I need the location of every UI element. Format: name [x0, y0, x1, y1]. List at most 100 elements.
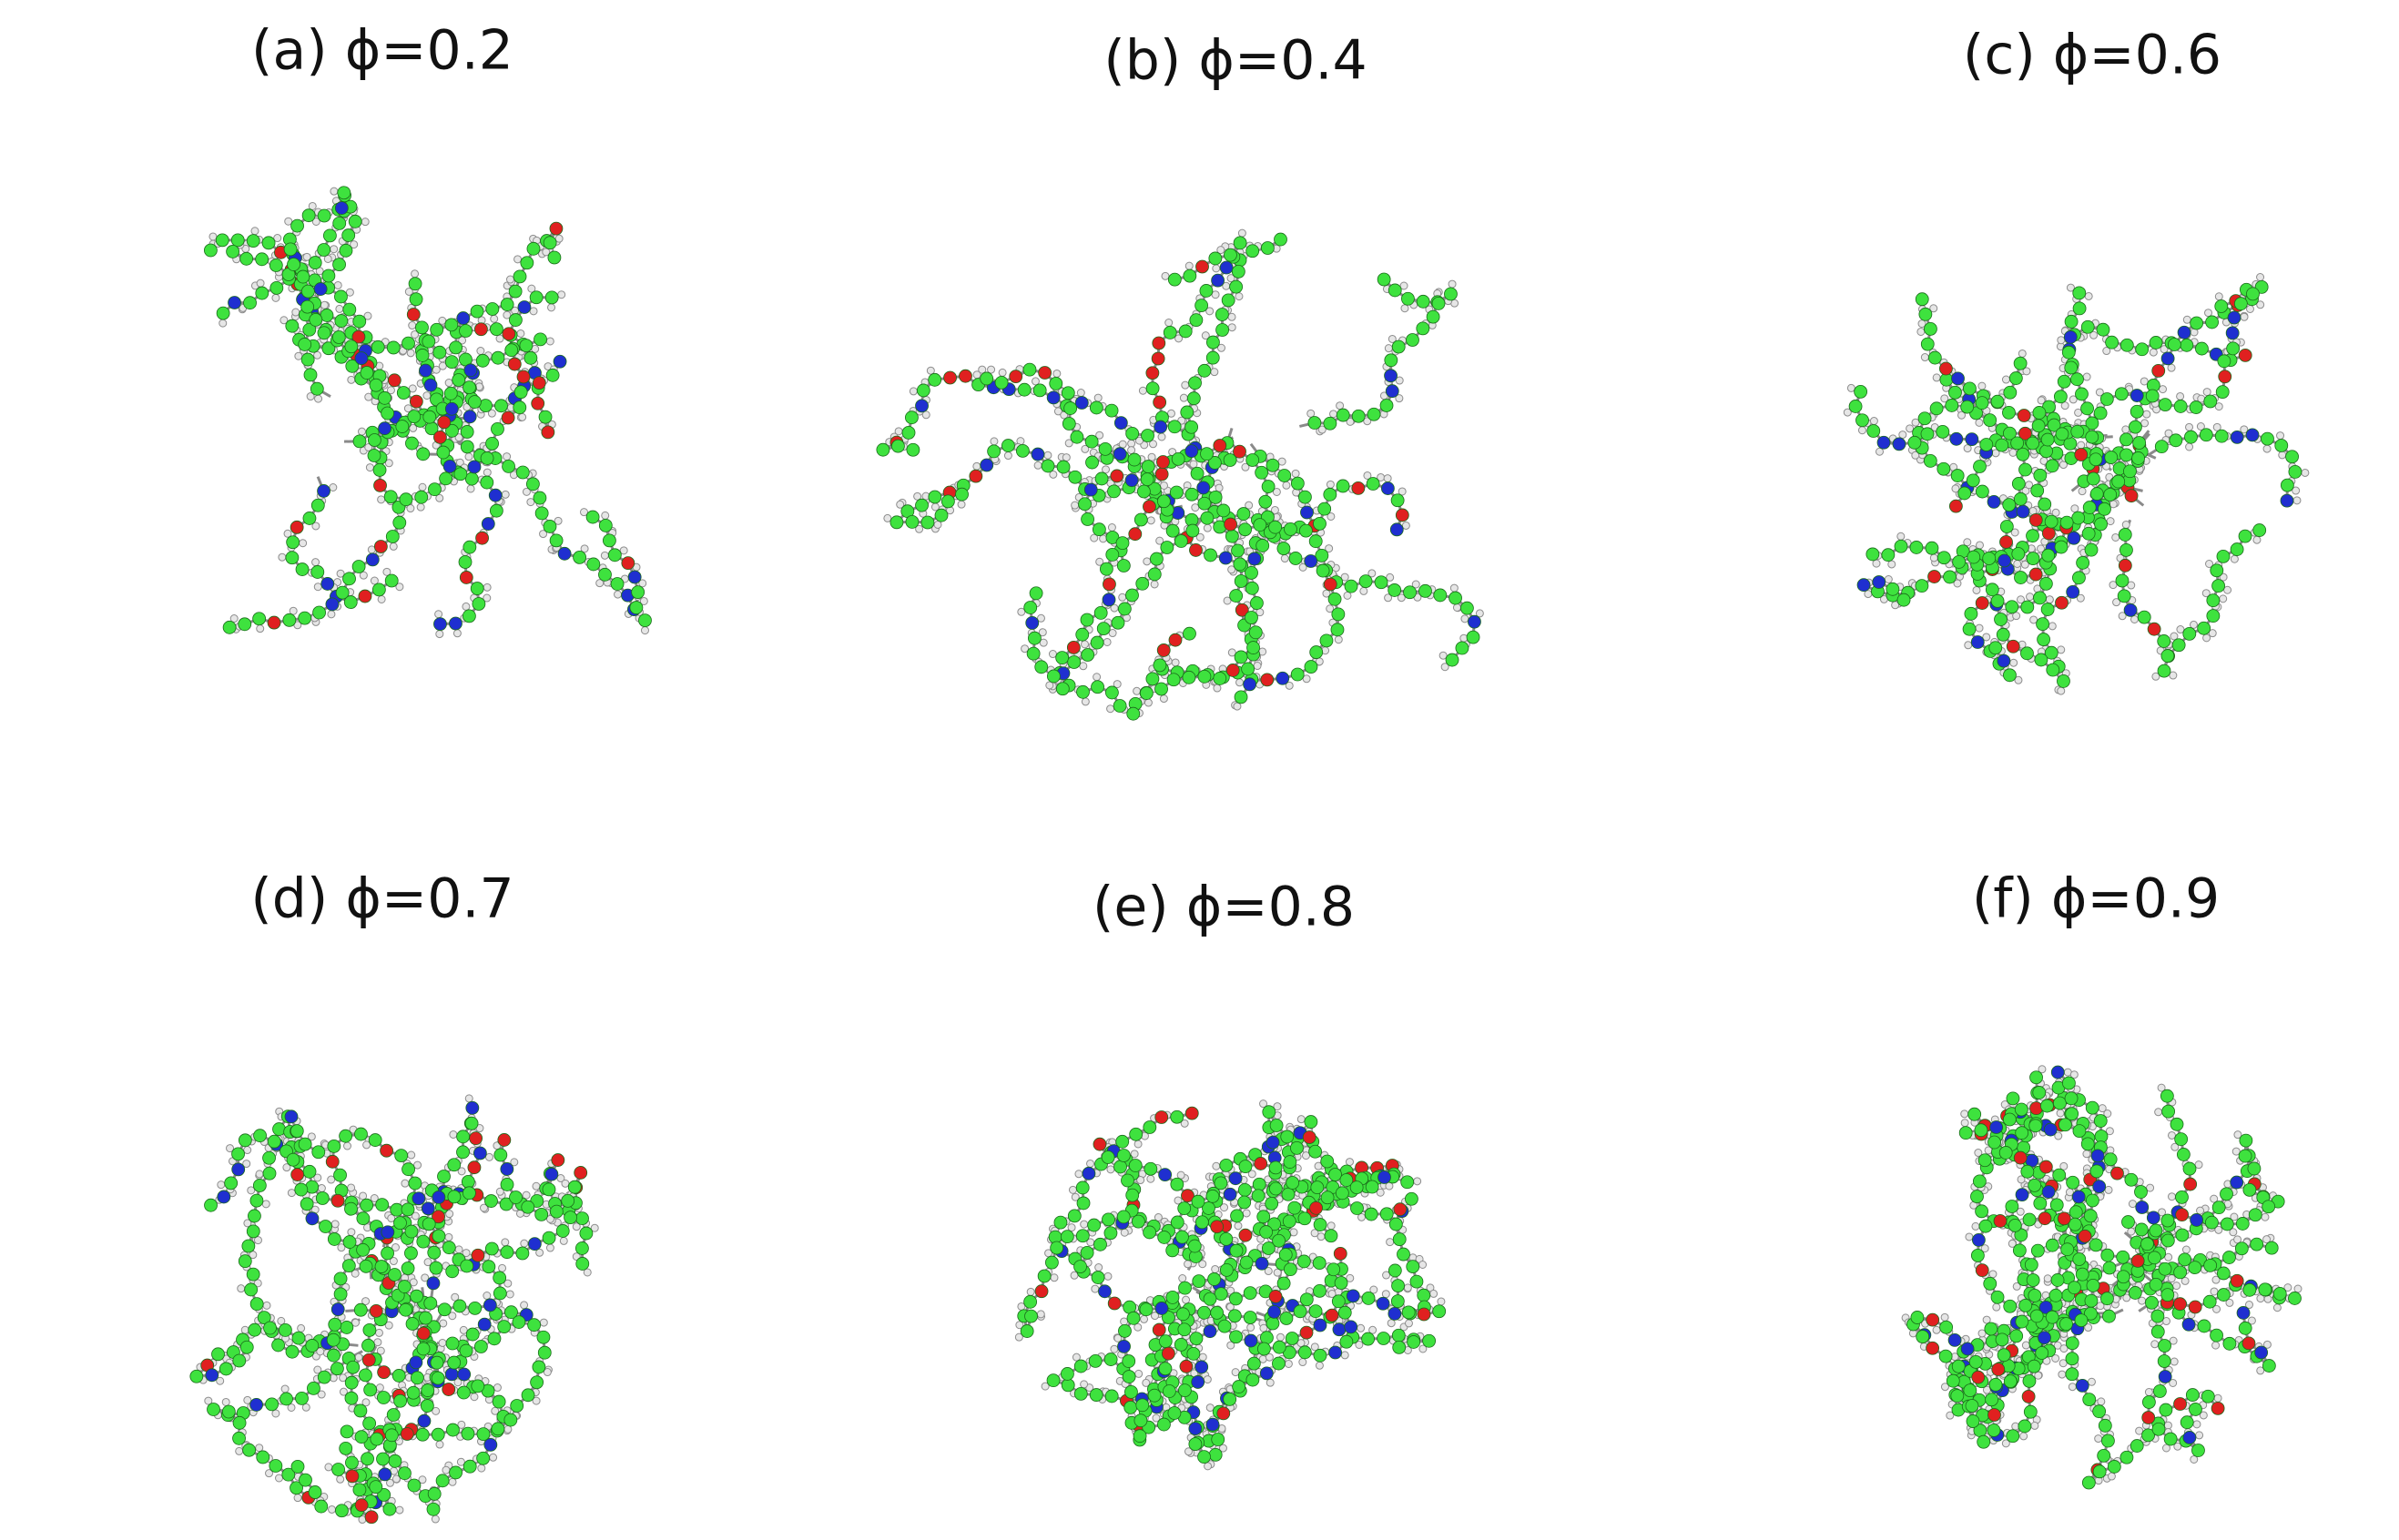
hydrogen-atom	[323, 254, 332, 263]
atom	[1066, 640, 1081, 654]
hydrogen-atom	[1164, 319, 1174, 328]
atom	[1996, 627, 2010, 642]
hydrogen-atom	[2084, 291, 2093, 300]
atom	[2118, 528, 2132, 542]
atom	[515, 465, 530, 480]
atom	[1139, 686, 1154, 700]
atom	[955, 487, 969, 502]
hydrogen-atom	[308, 201, 317, 210]
hydrogen-atom	[1329, 410, 1338, 419]
hydrogen-atom	[1161, 271, 1170, 280]
hydrogen-atom	[2082, 372, 2091, 381]
atom	[1103, 577, 1116, 592]
atom	[509, 313, 523, 327]
atom	[1231, 543, 1245, 558]
hydrogen-atom	[219, 319, 228, 328]
atom	[1184, 487, 1199, 502]
atom	[2055, 427, 2069, 441]
hydrogen-atom	[600, 551, 609, 560]
atom	[1246, 641, 1260, 654]
atom	[2041, 548, 2056, 562]
hydrogen-atom	[1306, 409, 1316, 418]
hydrogen-atom	[2109, 581, 2118, 590]
atom	[406, 308, 421, 321]
atom	[621, 556, 635, 571]
atom	[203, 243, 218, 258]
atom	[1920, 427, 1935, 441]
hydrogen-atom	[2240, 312, 2249, 321]
atom	[342, 302, 357, 317]
atom	[415, 349, 430, 362]
atom	[295, 562, 310, 576]
hydrogen-atom	[1171, 658, 1180, 667]
atom	[2046, 663, 2060, 677]
atom	[585, 510, 600, 524]
hydrogen-atom	[1963, 538, 1972, 547]
hydrogen-atom	[2256, 273, 2265, 282]
atom	[290, 218, 304, 233]
hydrogen-atom	[364, 442, 373, 451]
atom	[222, 620, 237, 634]
atom	[1224, 517, 1237, 532]
atom	[2093, 406, 2108, 420]
atom	[507, 357, 522, 371]
atom	[543, 520, 557, 533]
atom	[463, 380, 476, 395]
atom	[2184, 430, 2198, 444]
atom	[1351, 481, 1366, 495]
atom	[2118, 558, 2132, 572]
atom	[638, 613, 652, 627]
atom	[1468, 614, 1481, 629]
atom	[2147, 622, 2161, 636]
atom	[1183, 268, 1197, 283]
atom	[1168, 633, 1183, 647]
atom	[1983, 413, 1997, 428]
atom	[442, 459, 457, 473]
atom	[2119, 338, 2134, 352]
atom	[1966, 473, 1980, 488]
hydrogen-atom	[422, 391, 432, 400]
atom	[1927, 570, 1941, 583]
hydrogen-atom	[516, 329, 525, 338]
hydrogen-atom	[1857, 426, 1866, 435]
atom	[1194, 299, 1209, 312]
atom	[322, 228, 337, 243]
atom	[1015, 443, 1030, 458]
atom	[1150, 552, 1164, 566]
hydrogen-atom	[333, 280, 342, 289]
atom	[485, 436, 499, 451]
atom	[1918, 307, 1933, 321]
atom	[1258, 494, 1273, 509]
atom	[422, 334, 436, 349]
hydrogen-atom	[1280, 554, 1289, 563]
atom	[2085, 430, 2099, 444]
hydrogen-atom	[408, 321, 417, 330]
atom	[1157, 494, 1171, 509]
atom	[367, 433, 381, 447]
atom	[351, 560, 366, 573]
hydrogen-atom	[418, 482, 427, 491]
atom	[2016, 504, 2030, 519]
atom	[2080, 319, 2095, 334]
atom	[459, 571, 473, 584]
atom	[1166, 673, 1181, 687]
hydrogen-atom	[2008, 448, 2018, 457]
hydrogen-atom	[1045, 681, 1054, 690]
atom	[1855, 413, 1869, 428]
atom	[2206, 609, 2221, 623]
atom	[453, 467, 468, 481]
atom	[1133, 512, 1148, 527]
hydrogen-atom	[2001, 375, 2010, 384]
atom	[2154, 440, 2169, 454]
atom	[959, 369, 972, 383]
hydrogen-atom	[518, 412, 527, 421]
atom	[373, 478, 387, 492]
hydrogen-atom	[639, 596, 648, 605]
atom	[243, 296, 257, 310]
hydrogen-atom	[1106, 704, 1115, 714]
hydrogen-atom	[1102, 465, 1111, 474]
atom	[2131, 451, 2145, 465]
atom	[2119, 542, 2133, 557]
atom	[2233, 297, 2248, 311]
atom	[1128, 527, 1143, 542]
